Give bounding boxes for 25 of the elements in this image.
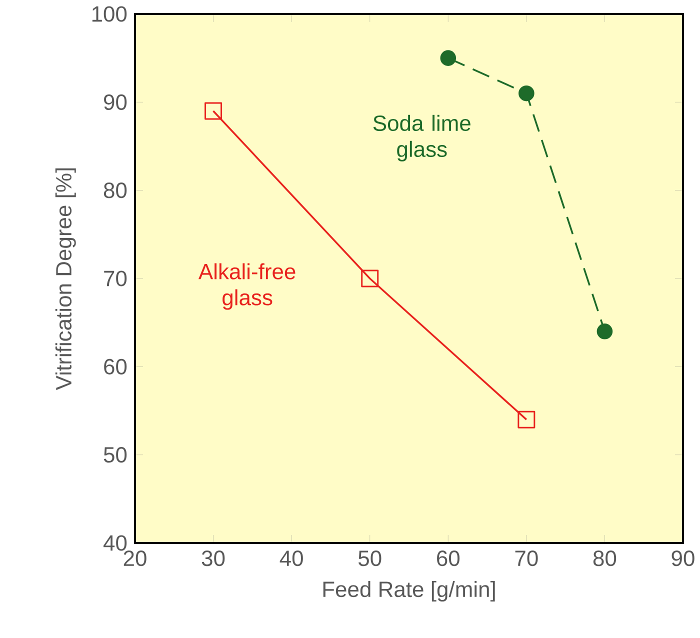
point	[518, 410, 536, 428]
y-tick-label: 60	[104, 358, 127, 374]
x-tick-label: 30	[202, 550, 225, 566]
x-tick-label: 20	[124, 550, 146, 566]
x-tick-label: 40	[280, 550, 303, 566]
y-tick-label: 40	[103, 535, 127, 551]
x-tick-label: 70	[515, 550, 538, 566]
y-tick-label: 80	[104, 182, 127, 198]
point	[361, 270, 379, 288]
x-tick-label: 50	[358, 550, 382, 566]
x-axis-title: Feed Rate [g/min]	[323, 580, 495, 602]
y-tick-label: 70	[104, 270, 127, 286]
point	[204, 102, 222, 120]
point	[440, 50, 456, 66]
point	[596, 324, 613, 340]
x-tick-label: 80	[593, 550, 616, 566]
y-axis-title: Vitrification Degree [%]	[55, 168, 76, 390]
x-tick-label: 60	[437, 550, 460, 566]
y-tick-label: 90	[104, 94, 127, 110]
y-tick-label: 100	[92, 6, 127, 22]
text: Alkali-free glass	[198, 263, 296, 310]
series-label: Soda lime glass	[373, 114, 470, 162]
y-tick-label: 50	[104, 447, 127, 463]
point	[518, 85, 534, 102]
x-tick-label: 90	[672, 550, 694, 566]
